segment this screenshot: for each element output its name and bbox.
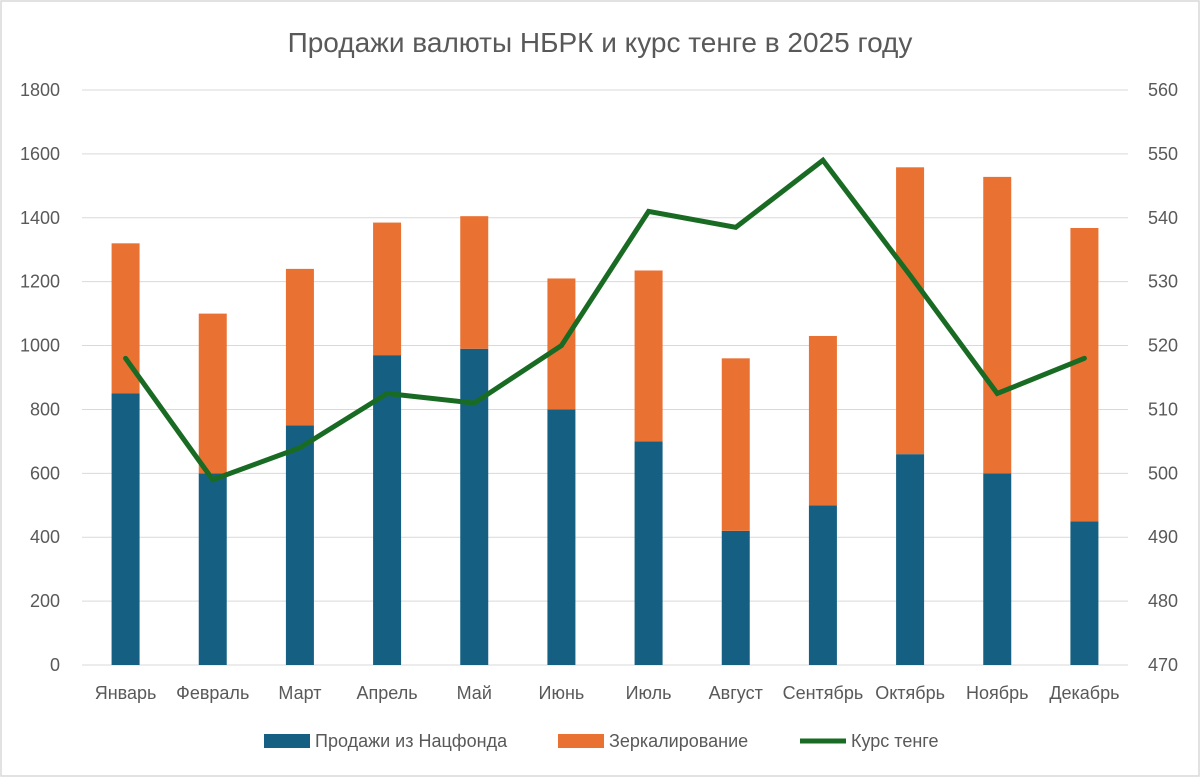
gridlines bbox=[82, 89, 1128, 666]
category-label: Август bbox=[709, 683, 763, 703]
rate-line bbox=[123, 156, 1087, 483]
legend-mirroring-label: Зеркалирование bbox=[609, 731, 748, 751]
left-axis-tick-label: 800 bbox=[30, 399, 60, 419]
category-label: Май bbox=[457, 683, 492, 703]
bar-natfond-1 bbox=[111, 393, 140, 665]
bar-mirroring-11 bbox=[983, 176, 1012, 474]
bar-natfond-12 bbox=[1070, 521, 1099, 665]
left-axis-tick-label: 200 bbox=[30, 591, 60, 611]
bar-natfond-8 bbox=[721, 530, 750, 665]
right-axis-tick-label: 560 bbox=[1148, 80, 1178, 100]
right-axis-tick-label: 540 bbox=[1148, 208, 1178, 228]
left-axis-tick-label: 400 bbox=[30, 527, 60, 547]
right-axis-tick-label: 500 bbox=[1148, 463, 1178, 483]
right-axis-tick-label: 550 bbox=[1148, 144, 1178, 164]
right-axis-tick-label: 490 bbox=[1148, 527, 1178, 547]
left-axis-tick-label: 1600 bbox=[20, 144, 60, 164]
category-label: Март bbox=[278, 683, 321, 703]
left-axis: 0 200 400 600 800 1000 1200 1400 1600 1800 bbox=[20, 80, 60, 675]
legend-natfond-swatch bbox=[264, 734, 310, 748]
right-axis-tick-label: 480 bbox=[1148, 591, 1178, 611]
bar-natfond-3 bbox=[285, 425, 314, 665]
bar-mirroring-3 bbox=[285, 268, 314, 426]
left-axis-tick-label: 1200 bbox=[20, 272, 60, 292]
bar-mirroring-2 bbox=[198, 313, 227, 474]
bars bbox=[111, 167, 1099, 665]
bar-mirroring-9 bbox=[808, 335, 837, 506]
legend-mirroring-swatch bbox=[558, 734, 604, 748]
category-label: Ноябрь bbox=[966, 683, 1028, 703]
bar-natfond-9 bbox=[808, 505, 837, 665]
bar-mirroring-10 bbox=[896, 167, 925, 455]
bar-natfond-2 bbox=[198, 473, 227, 665]
left-axis-tick-label: 0 bbox=[50, 655, 60, 675]
right-axis-tick-label: 520 bbox=[1148, 336, 1178, 356]
right-axis: 470 480 490 500 510 520 530 540 550 560 bbox=[1148, 80, 1178, 675]
category-label: Январь bbox=[95, 683, 157, 703]
legend: Продажи из Нацфонда Зеркалирование Курс те… bbox=[264, 731, 938, 751]
right-axis-tick-label: 510 bbox=[1148, 399, 1178, 419]
left-axis-tick-label: 1400 bbox=[20, 208, 60, 228]
right-axis-tick-label: 470 bbox=[1148, 655, 1178, 675]
bar-natfond-10 bbox=[896, 454, 925, 665]
legend-rate-label: Курс тенге bbox=[851, 731, 938, 751]
bar-natfond-6 bbox=[547, 409, 576, 665]
category-label: Октябрь bbox=[875, 683, 945, 703]
category-label: Июль bbox=[626, 683, 672, 703]
bar-mirroring-4 bbox=[373, 222, 402, 356]
left-axis-tick-label: 600 bbox=[30, 463, 60, 483]
category-label: Декабрь bbox=[1049, 683, 1119, 703]
rate-line-layer bbox=[123, 156, 1087, 483]
legend-natfond-label: Продажи из Нацфонда bbox=[315, 731, 508, 751]
category-label: Сентябрь bbox=[783, 683, 864, 703]
bar-natfond-4 bbox=[373, 355, 402, 665]
category-label: Апрель bbox=[357, 683, 418, 703]
bar-mirroring-7 bbox=[634, 270, 663, 442]
bar-mirroring-8 bbox=[721, 358, 750, 531]
bar-mirroring-12 bbox=[1070, 228, 1099, 522]
bar-natfond-11 bbox=[983, 473, 1012, 665]
bar-natfond-7 bbox=[634, 441, 663, 665]
left-axis-tick-label: 1800 bbox=[20, 80, 60, 100]
category-label: Февраль bbox=[176, 683, 249, 703]
bar-mirroring-5 bbox=[460, 216, 489, 349]
right-axis-tick-label: 530 bbox=[1148, 272, 1178, 292]
chart-title: Продажи валюты НБРК и курс тенге в 2025 … bbox=[288, 27, 913, 58]
category-labels: Январь Февраль Март Апрель Май Июнь Июль Август… bbox=[95, 683, 1120, 703]
left-axis-tick-label: 1000 bbox=[20, 336, 60, 356]
category-label: Июнь bbox=[539, 683, 585, 703]
